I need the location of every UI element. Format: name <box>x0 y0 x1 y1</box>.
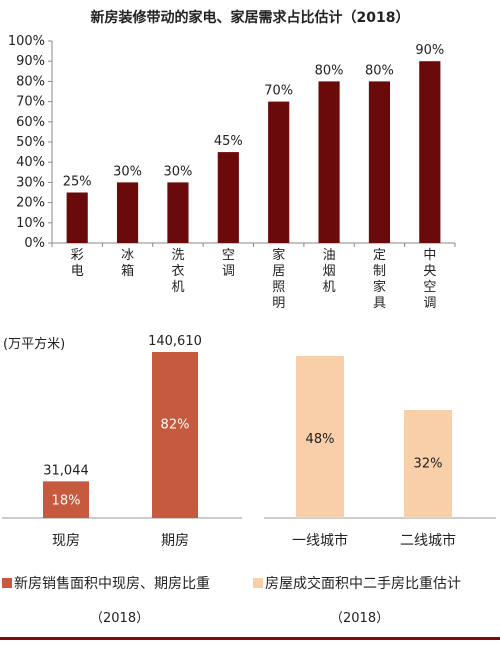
bottom-right-chart: 48% 一线城市 32% 二线城市 <box>264 356 496 549</box>
bar-value-label: 80% <box>315 63 344 78</box>
x-tick-label: 洗衣机 <box>171 248 184 295</box>
bar-value-label: 25% <box>63 175 92 190</box>
bar-value-label: 30% <box>163 164 192 179</box>
bar <box>296 356 344 518</box>
year-label-right: （2018） <box>330 611 390 626</box>
x-tick-label: 一线城市 <box>292 532 348 549</box>
bar <box>167 182 189 243</box>
x-tick-label: 二线城市 <box>400 532 456 549</box>
bottom-rule <box>0 637 500 640</box>
bar <box>404 410 452 518</box>
top-chart: 0% 10% 20% 30% 40% 50% 60% 70% 80% 90% 100% 25% 彩电 30… <box>8 34 456 311</box>
y-tick-label: 20% <box>16 196 45 211</box>
bar <box>419 61 441 244</box>
y-tick-label: 0% <box>24 236 45 251</box>
bottom-left-chart: (万平方米) 31,044 18% 现房 140,610 82% 期房 <box>2 334 242 549</box>
x-tick-label: 期房 <box>161 533 189 549</box>
bar <box>116 182 139 243</box>
bar <box>66 192 88 243</box>
legend-swatch-left <box>2 578 12 588</box>
x-tick-label: 油烟机 <box>323 248 336 295</box>
bar-value-label: 45% <box>214 134 243 149</box>
bar-inner-label: 32% <box>414 456 443 471</box>
bar-value-label: 90% <box>415 43 444 58</box>
y-tick-label: 70% <box>16 95 45 110</box>
bar <box>268 101 290 243</box>
bar-inner-label: 82% <box>161 417 190 432</box>
y-tick-label: 40% <box>16 155 45 170</box>
bar-value-label: 30% <box>113 164 142 179</box>
x-tick-label: 中央空调 <box>423 248 436 311</box>
y-tick-label: 10% <box>16 216 45 231</box>
x-tick-label: 现房 <box>52 533 80 549</box>
y-axis-unit-label: (万平方米) <box>3 336 65 352</box>
legend-swatch-right <box>253 578 263 588</box>
bar <box>318 81 340 244</box>
y-tick-label: 50% <box>16 135 45 150</box>
top-chart-title: 新房装修带动的家电、家居需求占比估计（2018） <box>91 9 410 26</box>
bar-value-label: 80% <box>365 63 394 78</box>
bar <box>152 352 198 518</box>
bar-value-label: 70% <box>264 84 293 99</box>
y-tick-label: 30% <box>16 175 45 190</box>
legend-label-left: 新房销售面积中现房、期房比重 <box>14 576 210 592</box>
x-tick-label: 彩电 <box>71 248 84 279</box>
x-tick-label: 空调 <box>222 248 235 279</box>
bar-value-label: 31,044 <box>43 463 89 478</box>
x-tick-label: 定制家具 <box>373 248 386 311</box>
x-tick-label: 冰箱 <box>121 248 134 279</box>
y-tick-label: 80% <box>16 74 45 89</box>
bar <box>217 152 239 243</box>
x-tick-label: 家居照明 <box>272 247 285 311</box>
y-tick-label: 90% <box>16 54 45 69</box>
y-tick-label: 100% <box>8 34 45 49</box>
bar <box>368 81 391 244</box>
bar-inner-label: 18% <box>52 494 81 509</box>
bar <box>43 481 89 518</box>
year-label-left: （2018） <box>90 611 150 626</box>
bar-inner-label: 48% <box>306 432 335 447</box>
bar-value-label: 140,610 <box>148 334 202 349</box>
legend-label-right: 房屋成交面积中二手房比重估计 <box>265 576 461 592</box>
y-tick-label: 60% <box>16 115 45 130</box>
